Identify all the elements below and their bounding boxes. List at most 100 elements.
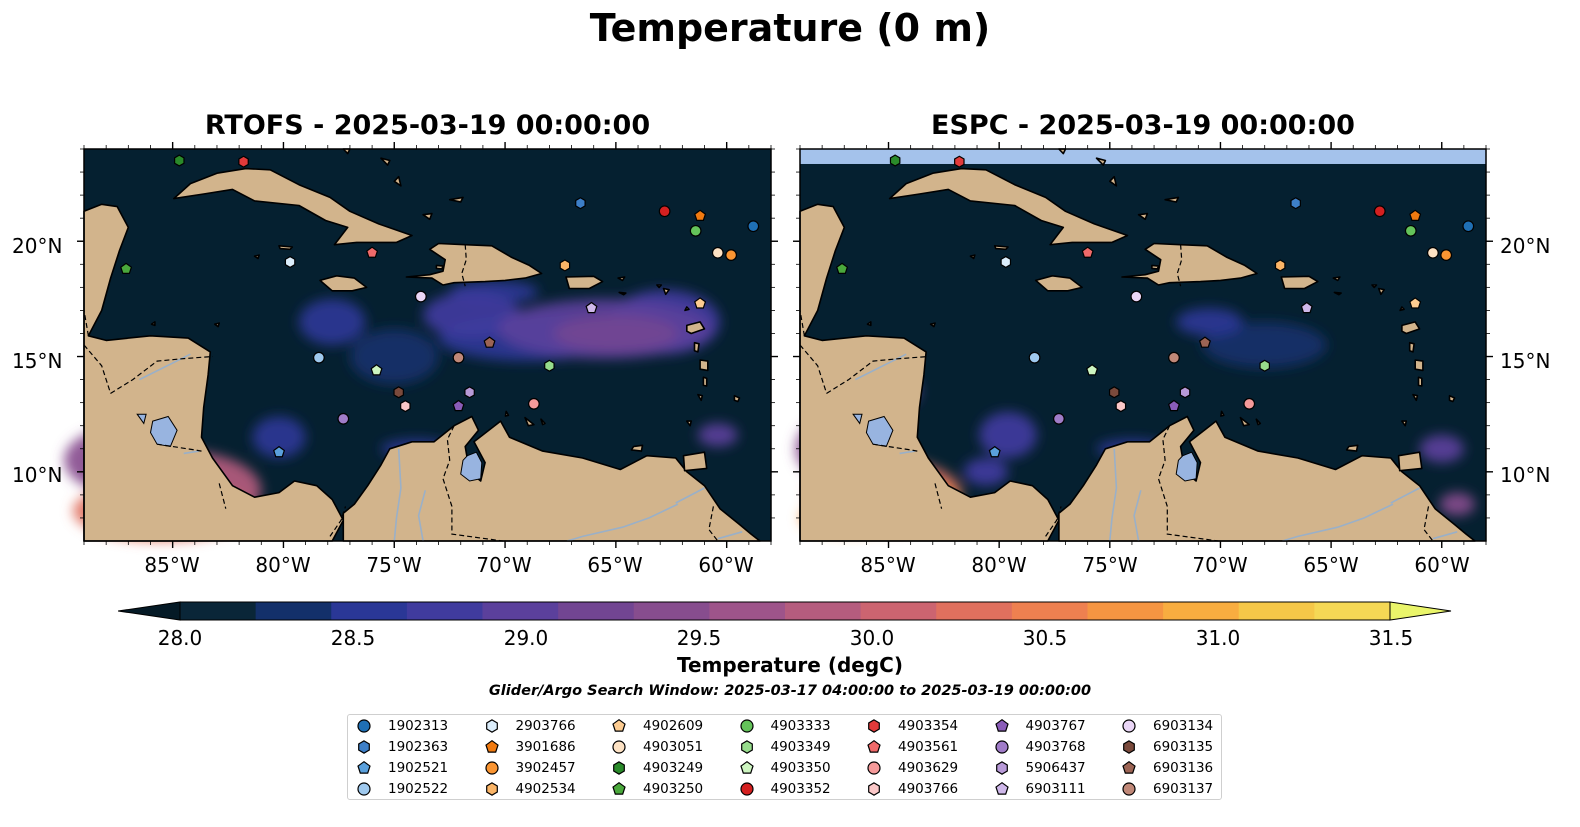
float-marker-4903350[interactable] [1086, 364, 1099, 376]
river [717, 531, 743, 540]
legend-marker-icon [357, 719, 371, 733]
float-marker-6903134[interactable] [1130, 290, 1143, 303]
float-marker-3902457[interactable] [1440, 249, 1453, 261]
float-marker-6903137[interactable] [1168, 351, 1180, 364]
float-marker-6903135[interactable] [1108, 386, 1120, 399]
legend-marker-icon [867, 739, 881, 753]
float-marker-6903137[interactable] [452, 351, 465, 364]
float-marker-1902522[interactable] [1028, 351, 1041, 364]
lon-tick-label: 85°W [860, 553, 916, 577]
land [1332, 276, 1341, 282]
float-marker-2903766[interactable] [1000, 255, 1012, 269]
float-marker-4903249[interactable] [174, 154, 185, 167]
lon-tick-label: 60°W [1414, 553, 1470, 577]
float-marker-4903768[interactable] [337, 412, 350, 425]
float-marker-3902457[interactable] [725, 249, 738, 261]
colorbar-tick-label: 31.5 [1368, 626, 1414, 650]
river [417, 490, 427, 542]
float-marker-4903354[interactable] [238, 155, 249, 168]
land [656, 284, 663, 289]
float-marker-4903766[interactable] [1115, 400, 1127, 413]
float-marker-4903051[interactable] [1426, 246, 1439, 259]
legend-item-1902522: 1902522 [354, 779, 448, 799]
legend-item-4903350: 4903350 [737, 758, 831, 778]
float-marker-1902521[interactable] [273, 445, 286, 458]
float-marker-1902363[interactable] [575, 197, 586, 210]
float-marker-4903766[interactable] [400, 400, 411, 413]
float-marker-4903352[interactable] [1373, 205, 1386, 218]
rtofs-map[interactable] [64, 142, 778, 548]
float-marker-4903629[interactable] [1243, 397, 1256, 410]
land [1239, 416, 1250, 427]
float-marker-4903561[interactable] [1081, 246, 1094, 258]
float-marker-1902313[interactable] [747, 220, 760, 233]
legend-marker-icon [740, 740, 753, 754]
land [1414, 359, 1424, 372]
legend-item-4903333: 4903333 [737, 716, 831, 736]
float-marker-4903354[interactable] [954, 155, 965, 168]
colorbar-label: Temperature (degC) [677, 653, 903, 677]
float-marker-4903767[interactable] [452, 399, 465, 412]
float-marker-4903349[interactable] [1259, 359, 1270, 372]
float-marker-4903767[interactable] [1167, 399, 1180, 412]
float-marker-4903333[interactable] [1404, 224, 1417, 237]
land [1408, 341, 1415, 353]
legend-marker [739, 760, 754, 774]
legend-marker-icon [1122, 782, 1136, 796]
country-border [83, 310, 89, 336]
float-marker-4903350[interactable] [370, 364, 383, 376]
float-marker-1902363[interactable] [1290, 197, 1301, 210]
float-marker-6903136[interactable] [483, 336, 496, 348]
temperature-patch [298, 298, 366, 345]
float-marker-6903111[interactable] [585, 301, 598, 314]
float-marker-4903561[interactable] [366, 246, 379, 258]
float-marker-3901686[interactable] [694, 209, 707, 221]
float-marker-4903051[interactable] [711, 246, 724, 259]
float-marker-1902313[interactable] [1462, 220, 1475, 233]
float-marker-1902521[interactable] [988, 445, 1001, 458]
float-marker-4903349[interactable] [544, 359, 555, 372]
float-marker-4902609[interactable] [694, 297, 707, 309]
lat-tick-label: 20°N [1500, 234, 1551, 258]
country-border [826, 355, 929, 394]
float-marker-4903768[interactable] [1053, 412, 1065, 425]
float-marker-1902522[interactable] [313, 351, 325, 364]
float-marker-4902534[interactable] [559, 259, 571, 272]
land [504, 410, 510, 417]
legend-marker [1122, 760, 1136, 774]
float-marker-4903629[interactable] [527, 397, 540, 410]
float-marker-6903136[interactable] [1198, 336, 1211, 348]
float-marker-2903766[interactable] [284, 255, 296, 269]
legend-marker [484, 739, 499, 753]
float-marker-4903249[interactable] [889, 154, 901, 167]
float-marker-4903352[interactable] [658, 205, 671, 218]
float-marker-6903111[interactable] [1300, 301, 1313, 314]
temperature-patch [1419, 434, 1464, 463]
legend-label: 4903354 [898, 718, 959, 734]
float-marker-4903250[interactable] [120, 262, 133, 275]
colorbar-segment [633, 602, 710, 620]
float-marker-6903134[interactable] [414, 290, 427, 303]
legend-item-6903135: 6903135 [1119, 737, 1213, 757]
legend-marker [613, 761, 625, 775]
legend-item-4902534: 4902534 [482, 779, 576, 799]
float-marker-4902534[interactable] [1274, 259, 1286, 272]
land [618, 291, 627, 296]
legend-marker-icon [994, 740, 1009, 754]
float-marker-4902609[interactable] [1409, 297, 1422, 309]
legend-marker-icon [739, 782, 754, 796]
float-marker-5906437[interactable] [1179, 386, 1191, 399]
land [253, 254, 260, 260]
legend-marker [1122, 719, 1136, 733]
float-marker-6903135[interactable] [393, 386, 404, 399]
colorbar-segment [1238, 602, 1315, 620]
float-marker-3901686[interactable] [1409, 209, 1422, 221]
legend-marker [357, 719, 371, 733]
float-marker-4903250[interactable] [836, 262, 849, 275]
legend-marker-icon [868, 782, 880, 796]
espc-map[interactable] [793, 142, 1493, 548]
legend-marker [1123, 740, 1135, 754]
float-marker-4903333[interactable] [689, 224, 702, 237]
float-marker-5906437[interactable] [464, 386, 475, 399]
legend-label: 4903350 [770, 760, 831, 776]
